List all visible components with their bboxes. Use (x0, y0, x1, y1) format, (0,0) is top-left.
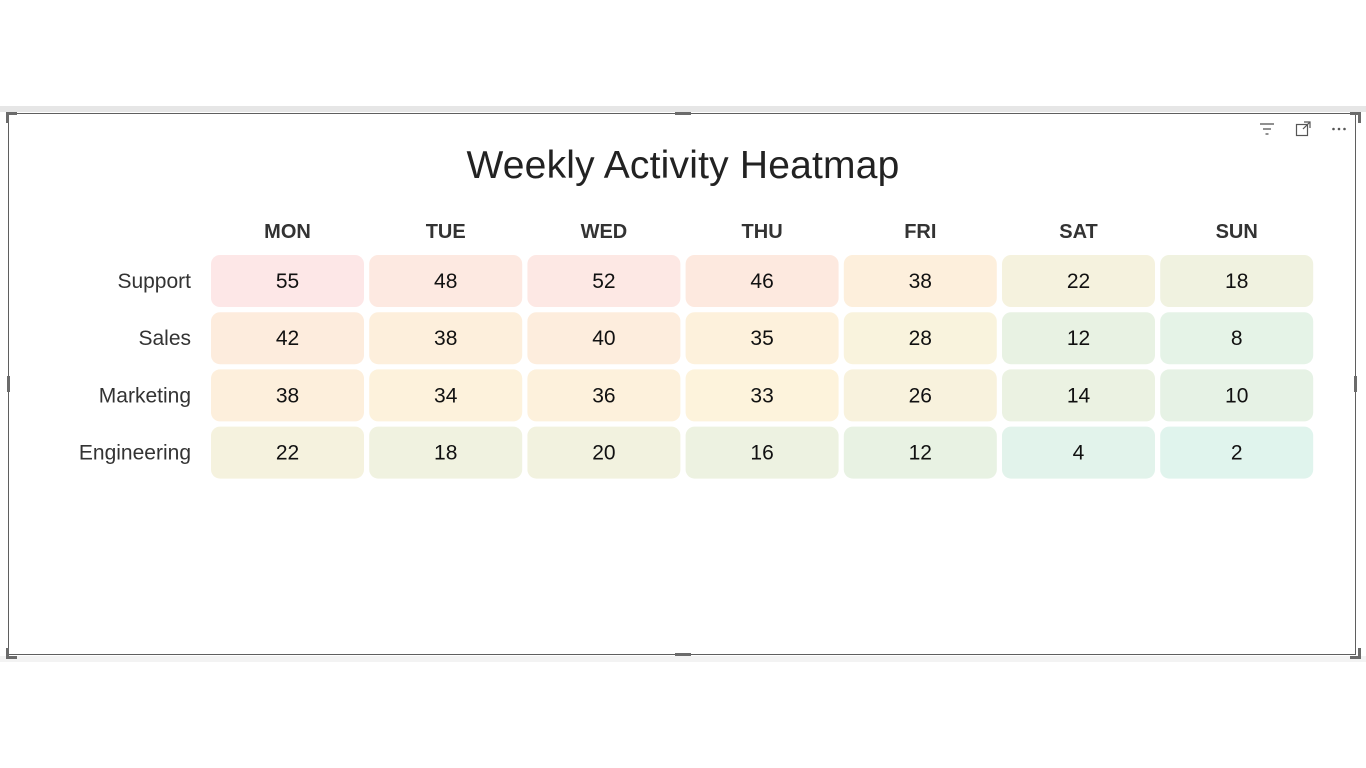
heatmap-cell[interactable] (843, 369, 997, 422)
heatmap-cell[interactable] (1002, 255, 1155, 307)
cell-value-label: 26 (909, 384, 932, 407)
cell-value-label: 10 (1225, 384, 1248, 407)
heatmap-cell[interactable] (1002, 369, 1155, 422)
more-options-icon[interactable] (1328, 118, 1350, 140)
heatmap-cell[interactable] (1160, 369, 1314, 422)
column-label-wed: WED (581, 221, 628, 243)
cell-value-label: 35 (750, 327, 773, 350)
cell-value-label: 2 (1231, 442, 1243, 465)
heatmap-cell[interactable] (1160, 312, 1314, 365)
row-label-sales: Sales (138, 327, 191, 350)
cell-value-label: 16 (750, 442, 773, 465)
heatmap-cell[interactable] (211, 369, 364, 422)
row-label-support: Support (117, 270, 191, 293)
cell-value-label: 8 (1231, 327, 1243, 350)
cell-value-label: 4 (1073, 442, 1085, 465)
resize-handle-bottom-left[interactable] (6, 648, 17, 659)
chart-title: Weekly Activity Heatmap (466, 144, 900, 187)
canvas-top-strip (0, 106, 1366, 112)
resize-handle-bottom[interactable] (675, 653, 691, 656)
column-label-sat: SAT (1059, 221, 1098, 243)
heatmap-cell[interactable] (369, 312, 523, 365)
heatmap-cell[interactable] (1002, 312, 1155, 365)
cell-value-label: 52 (592, 270, 615, 293)
cell-value-label: 34 (434, 384, 458, 407)
column-label-thu: THU (742, 221, 783, 243)
heatmap-cell[interactable] (369, 426, 523, 479)
cell-value-label: 46 (750, 270, 773, 293)
heatmap-cell[interactable] (369, 255, 523, 307)
cell-value-label: 40 (592, 327, 615, 350)
cell-value-label: 33 (750, 384, 773, 407)
row-label-marketing: Marketing (99, 384, 191, 407)
column-label-fri: FRI (904, 221, 936, 243)
resize-handle-left[interactable] (7, 376, 10, 392)
heatmap-cell[interactable] (527, 255, 681, 307)
heatmap-cell[interactable] (527, 369, 681, 422)
cell-value-label: 18 (434, 442, 457, 465)
cell-value-label: 36 (592, 384, 615, 407)
heatmap-cell[interactable] (843, 426, 997, 479)
cell-value-label: 55 (276, 270, 299, 293)
heatmap-cell[interactable] (211, 312, 364, 365)
cell-value-label: 20 (592, 442, 615, 465)
resize-handle-top-right[interactable] (1350, 112, 1361, 123)
cell-value-label: 22 (1067, 270, 1090, 293)
cell-value-label: 42 (276, 327, 299, 350)
column-label-mon: MON (264, 221, 311, 243)
heatmap-cell[interactable] (685, 255, 839, 307)
heatmap-cell[interactable] (1160, 255, 1314, 307)
resize-handle-right[interactable] (1354, 376, 1357, 392)
cell-value-label: 38 (276, 384, 299, 407)
column-label-sun: SUN (1216, 221, 1258, 243)
heatmap-cell[interactable] (685, 426, 839, 479)
heatmap-cell[interactable] (211, 255, 364, 307)
column-label-tue: TUE (426, 221, 466, 243)
heatmap-cell[interactable] (1160, 426, 1314, 479)
cell-value-label: 38 (909, 270, 932, 293)
cell-value-label: 28 (909, 327, 932, 350)
cell-value-label: 14 (1067, 384, 1091, 407)
resize-handle-top-left[interactable] (6, 112, 17, 123)
cell-value-label: 12 (1067, 327, 1090, 350)
heatmap-cell[interactable] (685, 312, 839, 365)
heatmap-cell[interactable] (527, 312, 681, 365)
heatmap-cell[interactable] (843, 312, 997, 365)
filter-icon[interactable] (1256, 118, 1278, 140)
resize-handle-top[interactable] (675, 112, 691, 115)
cell-value-label: 48 (434, 270, 457, 293)
visual-header-icons (1256, 118, 1350, 140)
heatmap-cell[interactable] (369, 369, 523, 422)
cell-value-label: 38 (434, 327, 457, 350)
focus-mode-icon[interactable] (1292, 118, 1314, 140)
cell-value-label: 18 (1225, 270, 1248, 293)
row-label-engineering: Engineering (79, 442, 191, 465)
cell-value-label: 12 (909, 442, 932, 465)
heatmap-cell[interactable] (211, 426, 364, 479)
canvas-bottom-strip (0, 656, 1366, 662)
heatmap-cell[interactable] (685, 369, 839, 422)
heatmap-cell[interactable] (1002, 426, 1155, 479)
resize-handle-bottom-right[interactable] (1350, 648, 1361, 659)
heatmap-cell[interactable] (843, 255, 997, 307)
heatmap-cell[interactable] (527, 426, 681, 479)
cell-value-label: 22 (276, 442, 299, 465)
